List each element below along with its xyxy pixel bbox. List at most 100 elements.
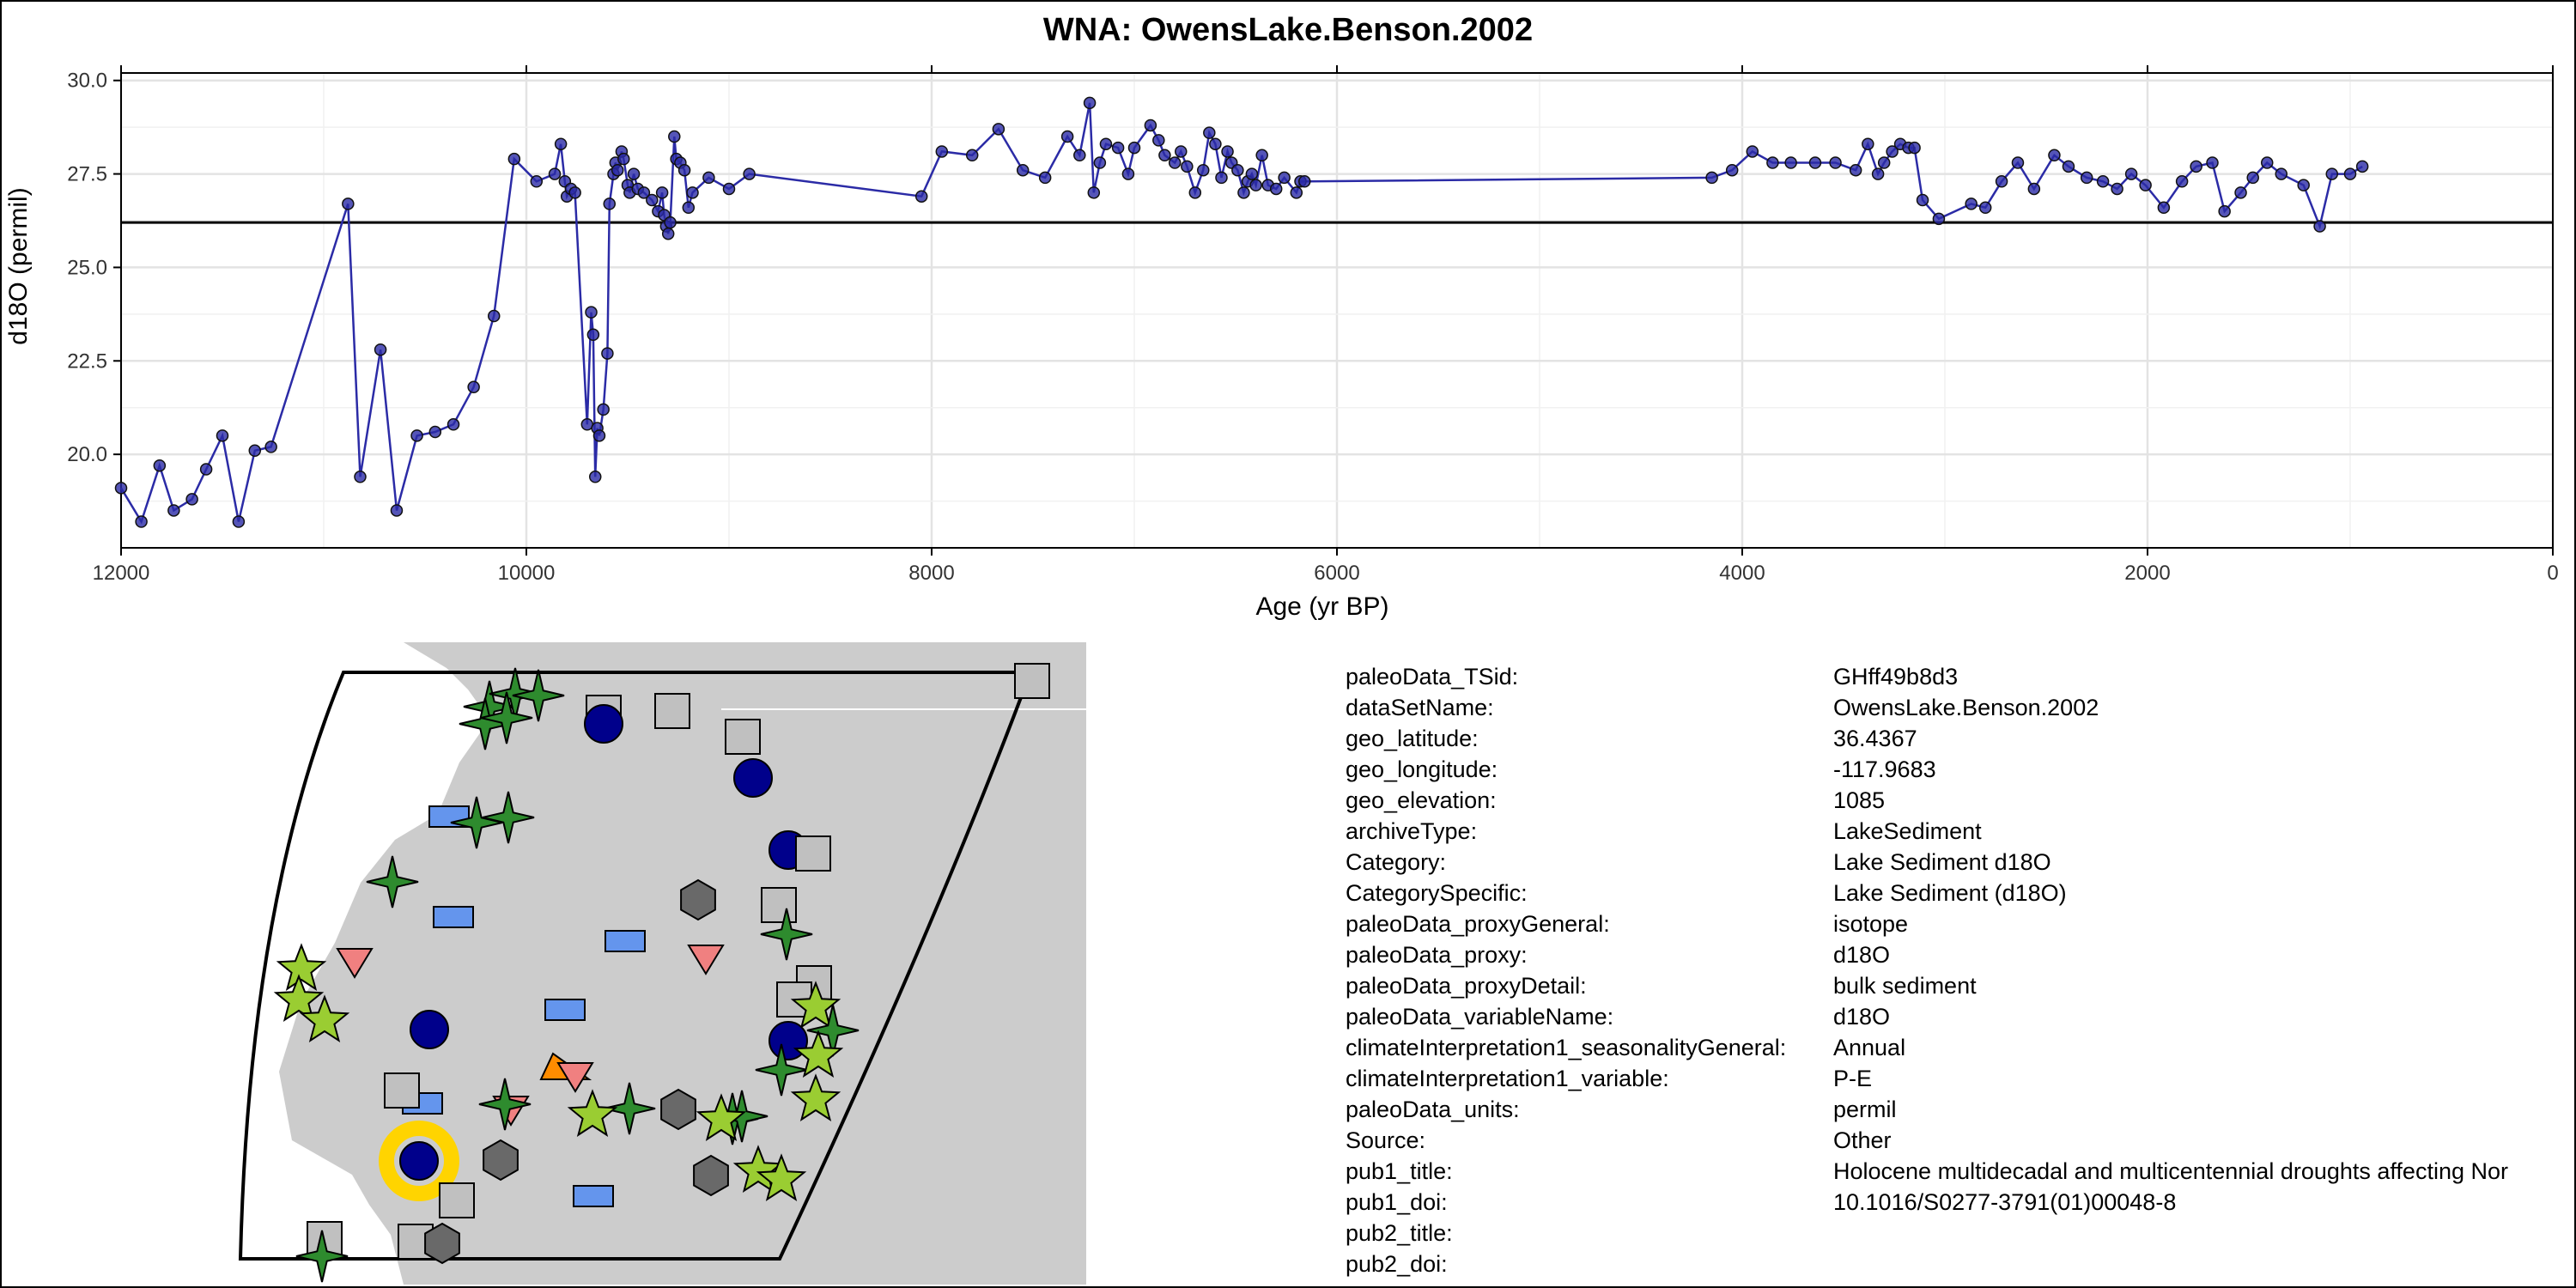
site-marker-star5: [756, 1153, 807, 1201]
metadata-key: paleoData_units:: [1346, 1097, 1520, 1122]
data-point: [1871, 167, 1885, 180]
metadata-value: P-E: [1833, 1066, 1873, 1091]
data-point: [1188, 186, 1202, 199]
data-point: [507, 152, 521, 166]
data-point: [1158, 149, 1171, 162]
data-point: [2355, 160, 2369, 173]
data-point: [1886, 145, 1899, 158]
x-tick-label: 4000: [1719, 562, 1765, 585]
metadata-key: pub2_doi:: [1346, 1251, 1448, 1277]
site-marker-rect: [544, 999, 586, 1021]
metadata-key: geo_latitude:: [1346, 726, 1479, 751]
data-point: [1784, 156, 1797, 169]
site-marker-star4: [482, 791, 535, 844]
data-point: [1016, 163, 1030, 177]
metadata-key: Source:: [1346, 1127, 1426, 1153]
data-point: [1978, 201, 1992, 215]
data-point: [992, 123, 1005, 136]
metadata-value: [1833, 1218, 2508, 1249]
x-tick-label: 10000: [498, 562, 556, 585]
metadata-value: Lake Sediment (d18O): [1833, 880, 2067, 906]
metadata-key: paleoData_variableName:: [1346, 1004, 1614, 1030]
data-point: [2190, 160, 2202, 173]
data-point: [2048, 149, 2061, 162]
data-point: [1932, 212, 1946, 226]
x-tick-label: 8000: [908, 562, 954, 585]
data-point: [1093, 156, 1107, 169]
site-marker-hexagon: [483, 1139, 519, 1182]
data-point: [668, 130, 681, 143]
data-point: [354, 471, 367, 483]
data-point: [1087, 186, 1101, 199]
site-marker-star5: [299, 994, 350, 1042]
metadata-value: 36.4367: [1833, 726, 1917, 751]
data-point: [1099, 137, 1113, 150]
metadata-value: Other: [1833, 1127, 1892, 1153]
y-tick-label: 30.0: [67, 70, 107, 93]
data-point: [1849, 163, 1862, 177]
metadata-value: d18O: [1833, 942, 1891, 968]
x-axis-label: Age (yr BP): [1255, 592, 1389, 621]
metadata-row: paleoData_proxyGeneral: isotope: [1346, 908, 2508, 939]
metadata-value: -117.9683: [1833, 756, 1936, 782]
data-point: [661, 227, 675, 240]
metadata-value: 1085: [1833, 787, 1886, 813]
site-marker-star5: [790, 1073, 841, 1121]
metadata-value: OwensLake.Benson.2002: [1833, 695, 2099, 720]
data-point: [1965, 197, 1978, 210]
data-point: [611, 163, 624, 177]
metadata-key: dataSetName:: [1346, 695, 1494, 720]
data-point: [1181, 160, 1194, 173]
data-point: [167, 504, 180, 517]
data-point: [2080, 171, 2093, 185]
metadata-row: pub1_doi: 10.1016/S0277-3791(01)00048-8: [1346, 1187, 2508, 1218]
data-point: [580, 418, 594, 431]
metadata-row: climateInterpretation1_variable: P-E: [1346, 1063, 2508, 1094]
site-marker-rect: [605, 930, 646, 952]
x-tick-label: 0: [2547, 562, 2558, 585]
site-marker-circle: [410, 1010, 449, 1049]
data-point: [2246, 171, 2259, 185]
data-point: [1278, 171, 1291, 185]
land-mass: [279, 642, 1086, 1285]
data-point: [1060, 130, 1074, 143]
site-marker-triangle-down: [687, 945, 725, 975]
data-point: [965, 149, 979, 162]
site-marker-hexagon: [680, 878, 716, 921]
metadata-row: archiveType: LakeSediment: [1346, 816, 2508, 847]
metadata-value: Holocene multidecadal and multicentennia…: [1833, 1158, 2508, 1184]
current-site-highlight: [379, 1121, 459, 1201]
data-point: [1152, 134, 1165, 147]
data-point: [135, 515, 148, 528]
data-point: [637, 186, 651, 199]
metadata-row: pub1_title: Holocene multidecadal and mul…: [1346, 1156, 2508, 1187]
site-marker-star4: [512, 669, 565, 722]
metadata-value: isotope: [1833, 911, 1909, 937]
data-point: [1209, 137, 1222, 150]
data-point: [1808, 156, 1822, 169]
metadata-row: pub2_title:: [1346, 1218, 2508, 1249]
site-marker-hexagon: [424, 1222, 460, 1265]
metadata-key: pub2_title:: [1346, 1220, 1453, 1246]
data-point: [1168, 156, 1182, 169]
metadata-key: climateInterpretation1_seasonalityGenera…: [1346, 1035, 1787, 1060]
data-point: [1725, 163, 1739, 177]
data-point: [487, 309, 501, 323]
site-marker-square: [1014, 663, 1050, 699]
data-point: [1111, 141, 1125, 155]
site-marker-star4: [295, 1230, 349, 1283]
data-point: [1916, 193, 1929, 207]
site-marker-hexagon: [660, 1088, 696, 1131]
metadata-key: geo_elevation:: [1346, 787, 1497, 813]
data-point: [597, 403, 610, 416]
data-point: [2234, 186, 2247, 199]
site-marker-star4: [603, 1082, 656, 1135]
data-point: [114, 482, 128, 495]
metadata-panel: paleoData_TSid: GHff49b8d3 dataSetName: Owe…: [1346, 661, 2576, 1286]
site-marker-star5: [790, 981, 841, 1029]
data-point: [1877, 156, 1891, 169]
data-point: [2139, 179, 2152, 191]
site-marker-square: [795, 835, 831, 872]
data-point: [1127, 141, 1141, 155]
